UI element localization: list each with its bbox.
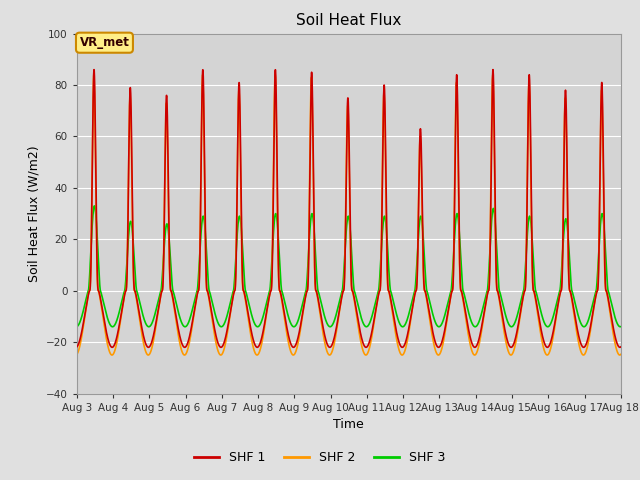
X-axis label: Time: Time: [333, 418, 364, 431]
Title: Soil Heat Flux: Soil Heat Flux: [296, 13, 401, 28]
Legend: SHF 1, SHF 2, SHF 3: SHF 1, SHF 2, SHF 3: [189, 446, 451, 469]
Y-axis label: Soil Heat Flux (W/m2): Soil Heat Flux (W/m2): [28, 145, 40, 282]
Text: VR_met: VR_met: [79, 36, 129, 49]
